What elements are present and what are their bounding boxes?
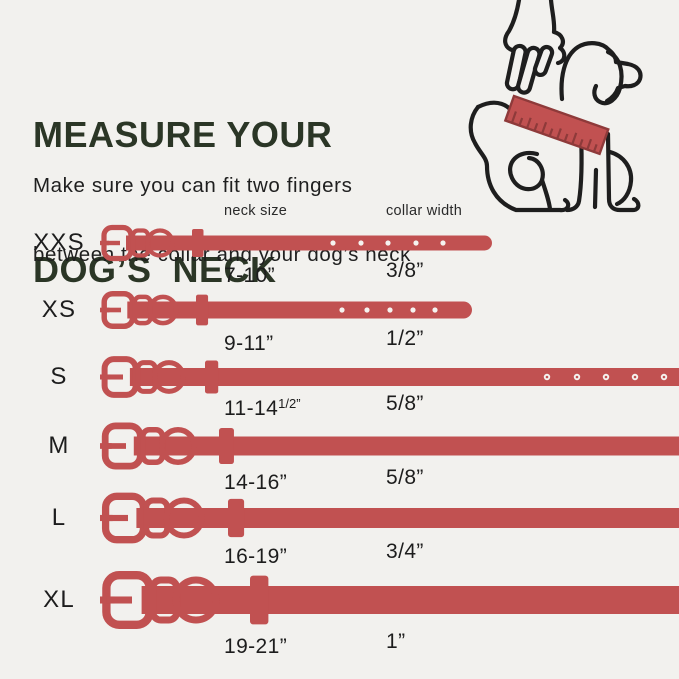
collar-graphic-xl <box>100 571 679 629</box>
collar-graphic-xxs <box>100 224 492 262</box>
hand-fingers <box>504 43 555 95</box>
size-label-xl: XL <box>43 586 75 613</box>
size-label-s: S <box>50 363 68 390</box>
hand-right-edge <box>548 0 567 66</box>
collar-width-value-xxs: 3/8” <box>386 259 424 282</box>
collar-graphic-xs <box>100 290 472 330</box>
dog-ear <box>592 49 624 106</box>
dog-frontleg-left <box>564 130 584 213</box>
dog-frontleg-right <box>605 131 641 213</box>
neck-size-value-xxs: 7-10” <box>224 264 276 287</box>
page-title-line2: DOG’S NECK <box>33 249 277 290</box>
collar-graphic-s <box>100 356 679 398</box>
collar-graphic-m <box>100 422 679 470</box>
collar-width-value-xl: 1” <box>386 630 406 653</box>
page-subtitle-line1: Make sure you can fit two fingers <box>33 174 353 197</box>
page-title-line1: MEASURE YOUR <box>33 114 333 155</box>
dog-measure-illustration <box>468 0 643 213</box>
dog-head <box>559 41 643 104</box>
collar-width-value-xs: 1/2” <box>386 327 424 350</box>
size-label-m: M <box>48 432 70 459</box>
hand-left-edge <box>503 0 522 53</box>
size-label-xxs: XXS <box>33 229 85 256</box>
page-subtitle: Make sure you can fit two fingers betwee… <box>33 128 411 312</box>
column-header-collar-width: collar width <box>386 203 463 219</box>
dog-haunch <box>607 149 634 207</box>
neck-size-value-l: 16-19” <box>224 545 288 568</box>
collar-width-value-l: 3/4” <box>386 540 424 563</box>
dog-frontleg-inner <box>592 167 599 210</box>
page-title: MEASURE YOUR DOG’S NECK <box>33 22 332 382</box>
neck-size-value-m: 14-16” <box>224 471 288 494</box>
ruler <box>503 94 610 156</box>
collar-graphic-l <box>100 492 679 544</box>
dog-hindleg-line <box>539 177 553 212</box>
neck-size-value-s: 11-141/2” <box>224 396 301 420</box>
size-label-xs: XS <box>41 296 77 323</box>
collar-width-value-m: 5/8” <box>386 466 424 489</box>
dog-hindleg-curl <box>508 150 545 192</box>
size-label-l: L <box>51 504 67 531</box>
column-header-neck-size: neck size <box>224 203 288 219</box>
neck-size-value-xl: 19-21” <box>224 635 288 658</box>
neck-size-value-xs: 9-11” <box>224 332 274 355</box>
collar-width-value-s: 5/8” <box>386 392 424 415</box>
